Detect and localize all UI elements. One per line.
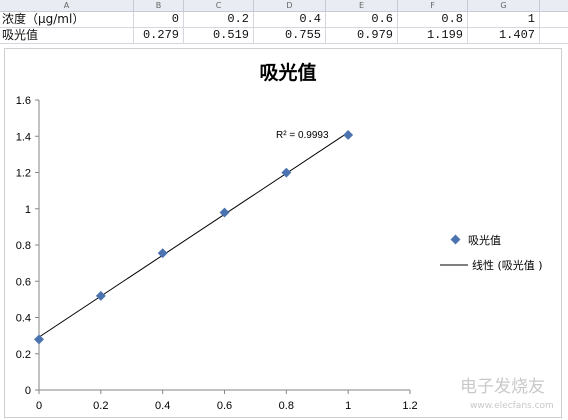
column-header-b[interactable]: B	[134, 0, 184, 11]
y-tick-label: 0.2	[16, 349, 31, 361]
column-header-e[interactable]: E	[326, 0, 398, 11]
sheet-row-concentration: 浓度（μg/ml） 0 0.2 0.4 0.6 0.8 1	[0, 12, 568, 28]
data-point[interactable]	[219, 207, 230, 218]
y-tick-label: 0.8	[16, 240, 31, 252]
cell-g2[interactable]: 1.407	[468, 28, 540, 43]
x-tick-label: 0.4	[155, 400, 170, 412]
spreadsheet: A B C D E F G 浓度（μg/ml） 0 0.2 0.4 0.6 0.…	[0, 0, 568, 46]
cell-b2[interactable]: 0.279	[134, 28, 184, 43]
cell-f1[interactable]: 0.8	[398, 12, 468, 27]
x-tick-label: 1	[345, 400, 351, 412]
row-label-absorbance[interactable]: 吸光值	[0, 28, 134, 43]
y-tick-label: 1	[25, 204, 31, 216]
chart-title: 吸光值	[259, 61, 316, 84]
column-header-d[interactable]: D	[254, 0, 326, 11]
column-header-row: A B C D E F G	[0, 0, 568, 12]
y-tick-label: 1.4	[16, 131, 31, 143]
legend: 吸光值 线性 (吸光值 )	[440, 233, 543, 272]
column-header-a[interactable]: A	[0, 0, 134, 11]
r-squared-annotation: R² = 0.9993	[276, 130, 329, 141]
row-label-concentration[interactable]: 浓度（μg/ml）	[0, 12, 134, 27]
x-tick-label: 0	[36, 400, 42, 412]
watermark-right: 电子发烧友	[460, 377, 545, 397]
cell-d2[interactable]: 0.755	[254, 28, 326, 43]
cell-d1[interactable]: 0.4	[254, 12, 326, 27]
legend-label-trendline: 线性 (吸光值 )	[472, 258, 543, 272]
watermark-right-sub: www.elecfans.com	[470, 401, 554, 411]
data-points	[34, 130, 354, 345]
x-tick-label: 0.2	[93, 400, 108, 412]
cell-b1[interactable]: 0	[134, 12, 184, 27]
column-header-g[interactable]: G	[468, 0, 540, 11]
data-point[interactable]	[157, 248, 168, 259]
chart-frame[interactable]	[4, 48, 562, 418]
y-tick-label: 1.6	[16, 95, 31, 107]
cell-f2[interactable]: 1.199	[398, 28, 468, 43]
data-point[interactable]	[343, 130, 354, 140]
y-tick-label: 0.6	[16, 276, 31, 288]
legend-marker-diamond	[450, 234, 461, 245]
cell-c2[interactable]: 0.519	[184, 28, 254, 43]
legend-label-series: 吸光值	[468, 233, 501, 247]
linear-trendline	[38, 132, 349, 338]
cell-e1[interactable]: 0.6	[326, 12, 398, 27]
chart-container: 吸光值 0 0.2 0.4 0.6 0.8 1 1.2 1.4 1.6 0 0.2 0.4 0.6 0.8…	[0, 46, 568, 420]
column-header-f[interactable]: F	[398, 0, 468, 11]
x-tick-label: 0.6	[217, 400, 232, 412]
x-tick-label: 1.2	[402, 400, 417, 412]
data-point[interactable]	[34, 334, 44, 345]
cell-e2[interactable]: 0.979	[326, 28, 398, 43]
column-header-c[interactable]: C	[184, 0, 254, 11]
trendline-layer	[38, 132, 349, 338]
cell-g1[interactable]: 1	[468, 12, 540, 27]
sheet-row-absorbance: 吸光值 0.279 0.519 0.755 0.979 1.199 1.407	[0, 28, 568, 44]
y-tick-label: 1.2	[16, 168, 31, 180]
x-tick-label: 0.8	[279, 400, 294, 412]
data-point[interactable]	[95, 290, 106, 301]
cell-c1[interactable]: 0.2	[184, 12, 254, 27]
scatter-chart: 吸光值 0 0.2 0.4 0.6 0.8 1 1.2 1.4 1.6 0 0.2 0.4 0.6 0.8…	[16, 61, 554, 412]
axes: 0 0.2 0.4 0.6 0.8 1 1.2 1.4 1.6 0 0.2 0.4 0.6 0.8 1 1.2	[16, 95, 418, 412]
y-tick-label: 0	[25, 385, 31, 397]
y-tick-label: 0.4	[16, 313, 31, 325]
